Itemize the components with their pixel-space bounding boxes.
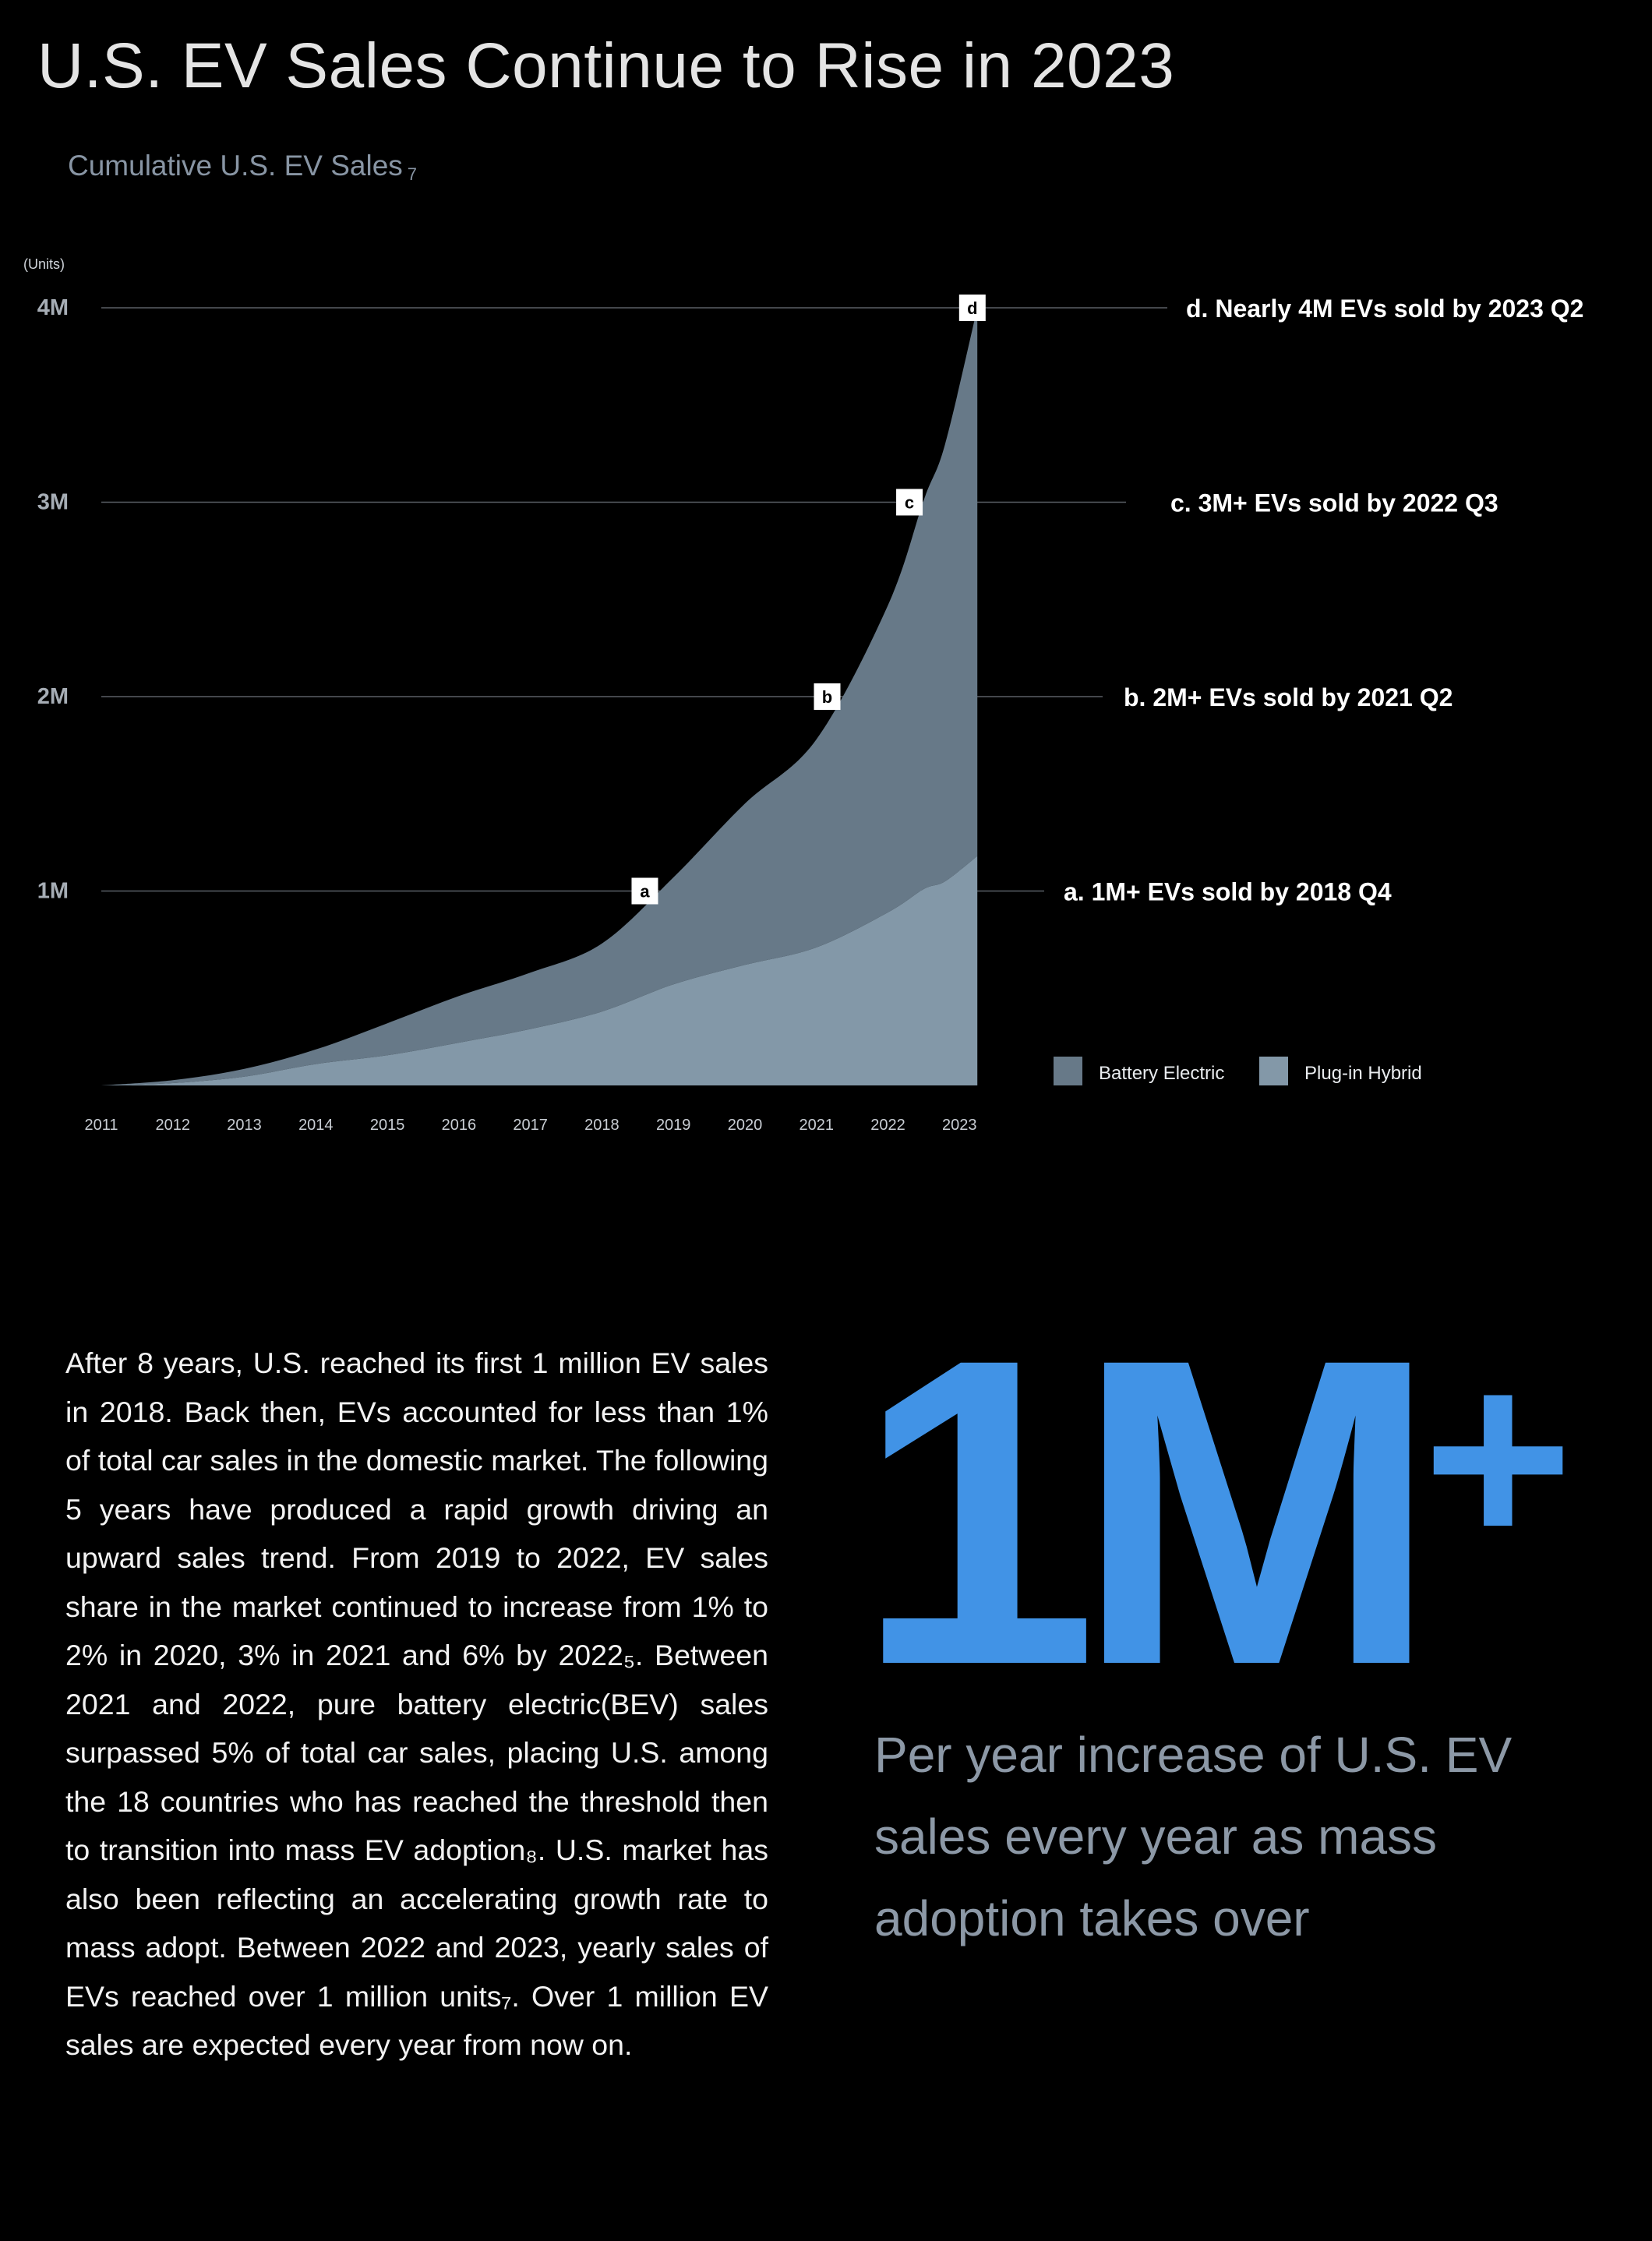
chart-axes: (Units) 1M 2M 3M 4M 2011 2012 2013 2014 2015 2016 2…: [23, 256, 977, 1134]
big-stat-plus: +: [1422, 1313, 1573, 1600]
milestone-label-c: c. 3M+ EVs sold by 2022 Q3: [1170, 489, 1498, 517]
x-tick-label: 2022: [870, 1117, 905, 1134]
x-tick-label: 2013: [227, 1117, 262, 1134]
x-tick-label: 2018: [584, 1117, 620, 1134]
legend-swatch: [1054, 1057, 1082, 1085]
plug-in-hybrid-area: [101, 856, 978, 1085]
chart-markers: a a. 1M+ EVs sold by 2018 Q4 b b. 2M+ EVs s…: [631, 295, 1583, 906]
chart-legend: Battery Electric Plug-in Hybrid: [1054, 1057, 1422, 1085]
y-tick-label: 4M: [37, 295, 69, 320]
y-axis-label: (Units): [23, 256, 65, 272]
chart-gridlines: [101, 307, 1167, 892]
marker-letter-c: c: [905, 493, 914, 513]
page-title: U.S. EV Sales Continue to Rise in 2023: [37, 30, 1175, 101]
x-tick-label: 2019: [656, 1117, 691, 1134]
x-tick-label: 2012: [156, 1117, 191, 1134]
y-tick-label: 1M: [37, 879, 69, 904]
marker-box-d: [958, 295, 986, 321]
x-tick-label: 2017: [513, 1117, 548, 1134]
marker-box-b: [814, 683, 841, 710]
y-tick-label: 3M: [37, 490, 69, 515]
marker-box-a: [631, 877, 658, 905]
x-tick-label: 2016: [442, 1117, 477, 1134]
body-paragraph: After 8 years, U.S. reached its first 1 …: [65, 1346, 768, 2061]
x-tick-label: 2023: [942, 1117, 977, 1134]
stat-description: Per year increase of U.S. EV sales every…: [874, 1727, 1513, 1946]
milestone-label-a: a. 1M+ EVs sold by 2018 Q4: [1064, 878, 1392, 906]
y-tick-label: 2M: [37, 684, 69, 709]
chart-subtitle: Cumulative U.S. EV Sales 7: [68, 150, 417, 185]
milestone-label-d: d. Nearly 4M EVs sold by 2023 Q2: [1186, 295, 1583, 323]
marker-letter-a: a: [640, 882, 650, 902]
marker-letter-b: b: [822, 687, 832, 707]
marker-letter-d: d: [967, 298, 977, 318]
x-tick-label: 2014: [298, 1117, 334, 1134]
legend-swatch: [1259, 1057, 1288, 1085]
marker-box-c: [896, 489, 923, 516]
chart-areas: [101, 308, 978, 1085]
battery-electric-area: [101, 308, 978, 1085]
big-stat-value: 1M: [856, 1268, 1438, 1756]
cumulative-ev-sales-chart: (Units) 1M 2M 3M 4M 2011 2012 2013 2014 2015 2016 2…: [23, 256, 1583, 1134]
x-tick-label: 2021: [799, 1117, 834, 1134]
big-stat: 1M+: [856, 1293, 1573, 1730]
chart-subtitle-text: Cumulative U.S. EV Sales: [68, 150, 403, 182]
milestone-label-b: b. 2M+ EVs sold by 2021 Q2: [1124, 683, 1453, 711]
x-tick-label: 2020: [728, 1117, 763, 1134]
legend-label: Plug-in Hybrid: [1304, 1063, 1422, 1084]
x-tick-label: 2011: [84, 1117, 118, 1134]
x-tick-label: 2015: [370, 1117, 405, 1134]
legend-label: Battery Electric: [1099, 1063, 1224, 1084]
footnote-ref: 7: [407, 164, 418, 184]
